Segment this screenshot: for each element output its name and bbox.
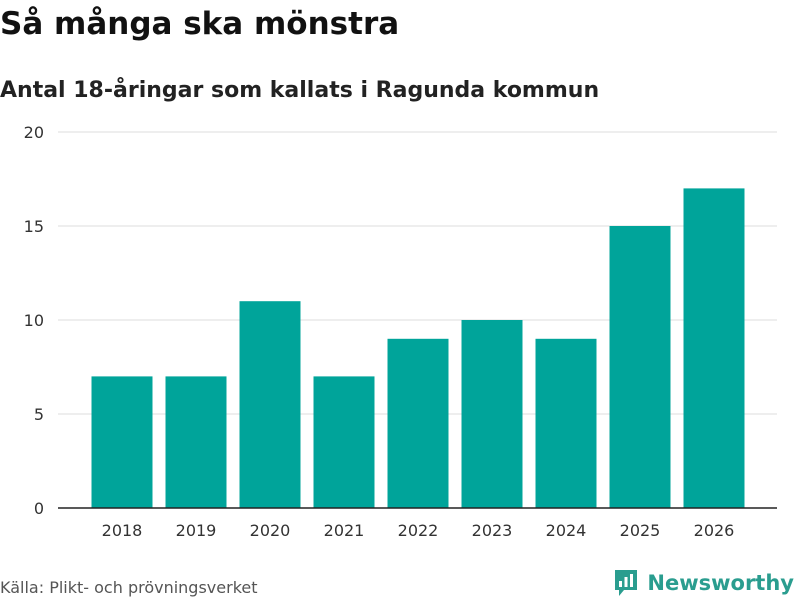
y-tick-label-15: 15 [24, 217, 44, 236]
x-tick-label-2024: 2024 [546, 521, 587, 540]
source-note: Källa: Plikt- och prövningsverket [0, 578, 258, 597]
x-tick-labels: 2018 2019 2020 2021 2022 2023 2024 2025 2026 [102, 521, 735, 540]
x-tick-label-2020: 2020 [250, 521, 291, 540]
y-tick-label-5: 5 [34, 405, 44, 424]
brand-logo[interactable]: Newsworthy [613, 568, 794, 598]
y-tick-label-0: 0 [34, 499, 44, 518]
x-tick-label-2023: 2023 [472, 521, 513, 540]
x-tick-label-2025: 2025 [620, 521, 661, 540]
bar-2018 [91, 376, 153, 508]
bar-2019 [165, 376, 227, 508]
bars [91, 188, 745, 508]
bar-2025 [609, 226, 671, 508]
y-tick-labels: 0 5 10 15 20 [24, 123, 44, 518]
x-tick-label-2019: 2019 [176, 521, 217, 540]
bar-2026 [683, 188, 745, 508]
y-tick-label-20: 20 [24, 123, 44, 142]
chart-subtitle: Antal 18-åringar som kallats i Ragunda k… [0, 78, 600, 103]
bar-2021 [313, 376, 375, 508]
x-tick-label-2022: 2022 [398, 521, 439, 540]
bar-2022 [387, 338, 449, 508]
brand-name: Newsworthy [647, 571, 794, 595]
x-tick-label-2026: 2026 [694, 521, 735, 540]
bar-2020 [239, 301, 301, 508]
bar-2023 [461, 320, 523, 508]
bar-2024 [535, 338, 597, 508]
bar-chart: 0 5 10 15 20 2018 2019 2020 2021 2022 2023 2024 202… [24, 123, 777, 540]
newsworthy-logo-icon [615, 570, 638, 596]
x-tick-label-2021: 2021 [324, 521, 365, 540]
y-tick-label-10: 10 [24, 311, 44, 330]
chart-title: Så många ska mönstra [0, 6, 400, 42]
x-tick-label-2018: 2018 [102, 521, 143, 540]
